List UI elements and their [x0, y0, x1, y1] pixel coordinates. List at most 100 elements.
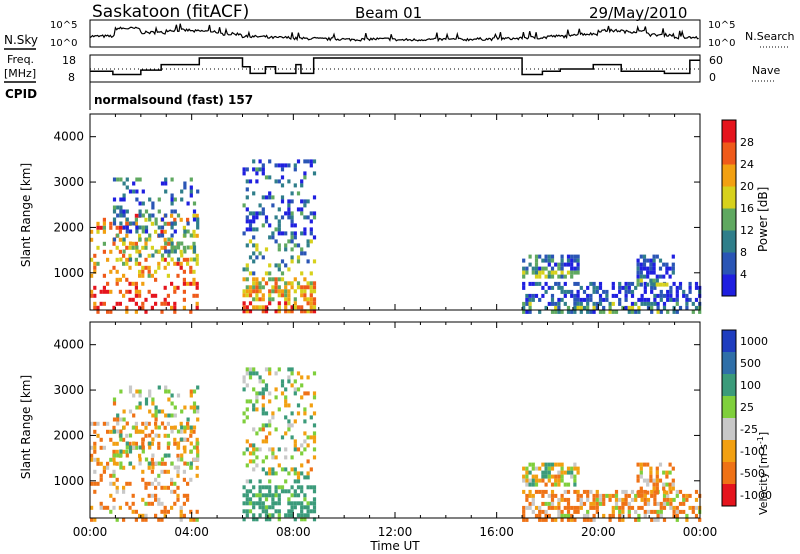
echo-cell [102, 465, 106, 470]
echo-cell [525, 482, 529, 487]
x-tick-label: 12:00 [378, 525, 413, 539]
echo-cell [566, 254, 571, 259]
echo-cell [576, 289, 580, 294]
echo-cell [182, 469, 186, 474]
echo-cell [621, 501, 625, 506]
echo-cell [649, 466, 653, 471]
echo-cell [141, 513, 145, 518]
echo-cell [248, 443, 253, 448]
echo-cell [309, 239, 313, 244]
echo-cell [640, 497, 644, 502]
echo-cell [570, 517, 574, 522]
echo-cell [611, 309, 615, 314]
echo-cell [284, 399, 288, 404]
echo-cell [586, 513, 590, 518]
echo-cell [550, 482, 555, 487]
echo-cell [525, 301, 529, 306]
echo-cell [134, 309, 138, 314]
echo-cell [173, 481, 177, 486]
echo-cell [300, 271, 304, 276]
echo-cell [242, 517, 246, 522]
echo-cell [128, 281, 132, 286]
echo-cell [157, 481, 161, 486]
echo-cell [150, 501, 154, 506]
echo-cell [195, 517, 199, 522]
echo-cell [183, 429, 187, 434]
echo-cell [160, 257, 165, 262]
echo-cell [284, 305, 288, 310]
colorbar-segment [722, 274, 736, 297]
colorbar-tick-label: -500 [740, 467, 765, 480]
echo-cell [656, 305, 660, 310]
echo-cell [649, 258, 653, 263]
echo-cell [192, 229, 196, 234]
echo-cell [150, 481, 154, 486]
echo-cell [122, 249, 126, 254]
echo-cell [134, 301, 138, 306]
echo-cell [122, 517, 126, 522]
echo-cell [274, 263, 278, 268]
echo-cell [634, 497, 638, 502]
echo-cell [186, 229, 190, 234]
echo-cell [592, 281, 596, 286]
echo-cell [245, 167, 249, 172]
echo-cell [166, 469, 170, 474]
echo-cell [639, 278, 643, 283]
echo-cell [116, 417, 120, 422]
echo-cell [306, 239, 310, 244]
echo-cell [131, 281, 135, 286]
echo-cell [566, 466, 571, 471]
echo-cell [296, 191, 301, 196]
echo-cell [303, 231, 307, 236]
echo-cell [144, 517, 148, 522]
echo-cell [125, 433, 129, 438]
echo-cell [258, 447, 262, 452]
echo-cell [128, 189, 133, 194]
echo-cell [646, 270, 650, 275]
echo-cell [189, 461, 193, 466]
echo-cell [173, 289, 177, 294]
echo-cell [109, 473, 113, 478]
echo-cell [666, 289, 670, 294]
echo-cell [196, 189, 200, 194]
echo-cell [132, 465, 136, 470]
echo-cell [655, 254, 659, 259]
echo-cell [112, 177, 117, 182]
echo-cell [550, 266, 555, 271]
echo-cell [268, 489, 272, 494]
echo-cell [264, 517, 269, 522]
echo-cell [90, 229, 94, 234]
echo-cell [306, 513, 310, 518]
echo-cell [268, 467, 272, 472]
echo-cell [586, 517, 590, 522]
echo-cell [672, 497, 676, 502]
echo-cell [268, 367, 272, 372]
echo-cell [248, 223, 253, 228]
echo-cell [643, 289, 647, 294]
echo-cell [166, 293, 170, 298]
echo-cell [611, 493, 615, 498]
echo-cell [531, 297, 535, 302]
echo-cell [560, 254, 564, 259]
echo-cell [157, 409, 161, 414]
echo-cell [646, 501, 651, 506]
echo-cell [300, 231, 304, 236]
echo-cell [180, 253, 184, 258]
colorbar-segment [722, 352, 736, 375]
echo-cell [290, 255, 294, 260]
echo-cell [245, 513, 249, 518]
echo-cell [144, 257, 148, 262]
echo-cell [154, 229, 158, 234]
echo-cell [554, 482, 558, 487]
echo-cell [312, 497, 317, 502]
colorbar-segment [722, 142, 736, 165]
echo-cell [643, 285, 647, 290]
echo-cell [148, 441, 152, 446]
echo-cell [141, 497, 145, 502]
echo-cell [192, 401, 197, 406]
echo-cell [102, 217, 106, 222]
echo-cell [618, 517, 622, 522]
echo-cell [277, 407, 281, 412]
echo-cell [261, 411, 265, 416]
echo-cell [309, 501, 313, 506]
